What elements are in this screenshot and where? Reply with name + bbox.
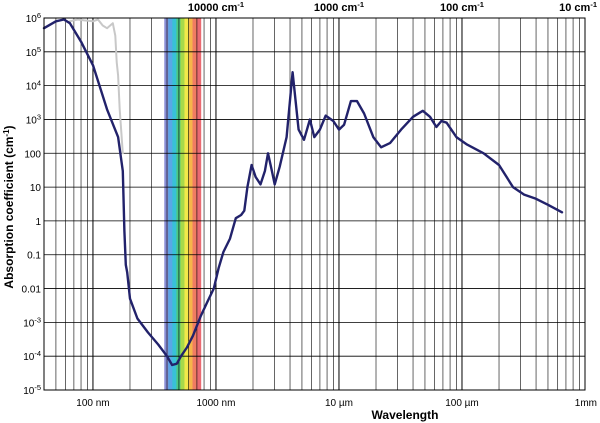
y-tick-label: 10 (30, 183, 42, 194)
y-tick-label: 10-5 (23, 383, 41, 397)
series-layer (42, 18, 564, 367)
x-tick-label: 1mm (575, 398, 597, 409)
plot-frame (43, 17, 586, 391)
wavenumber-tick-labels: 10000 cm-1 1000 cm-1 100 cm-1 10 cm-1 (188, 0, 597, 14)
y-tick-label: 1 (35, 217, 41, 228)
visible-band-stripe (168, 18, 173, 390)
y-axis-title: Absorption coefficient (cm-1) (2, 125, 16, 288)
visible-band-stripe (192, 18, 198, 390)
y-tick-label: 0.1 (27, 251, 41, 262)
y-tick-label: 10-3 (23, 315, 41, 329)
x-tick-label: 10 µm (325, 398, 353, 409)
visible-band-stripe (188, 18, 194, 390)
x-tick-label: 1000 nm (197, 398, 236, 409)
y-tick-label: 104 (26, 79, 41, 93)
y-tick-label: 0.01 (22, 285, 42, 296)
x-axis-title: Wavelength (372, 408, 439, 422)
y-tick-label: 100 (24, 149, 41, 160)
absorption-curve-secondary (68, 18, 124, 155)
y-tick-label: 105 (26, 45, 41, 59)
y-tick-label: 10-4 (23, 349, 41, 363)
wavenumber-tick-label: 10000 cm-1 (188, 0, 244, 14)
y-tick-label: 106 (26, 11, 41, 25)
visible-band-stripe (164, 18, 169, 390)
visible-band-stripe (184, 18, 190, 390)
visible-band-stripe (180, 18, 186, 390)
visible-spectrum-band (164, 18, 202, 390)
visible-band-stripe (196, 18, 202, 390)
y-tick-labels: 106 105 104 103 100 10 1 0.1 0.01 10-3 10-4 10-5 (22, 11, 42, 397)
wavenumber-tick-label: 100 cm-1 (440, 0, 484, 14)
wavenumber-tick-label: 10 cm-1 (559, 0, 597, 14)
visible-band-stripe (172, 18, 177, 390)
x-tick-label: 100 µm (445, 398, 479, 409)
x-tick-label: 100 nm (76, 398, 109, 409)
absorption-curve (42, 18, 564, 367)
x-tick-labels: 100 nm 1000 nm 10 µm 100 µm 1mm (76, 398, 597, 409)
wavenumber-tick-label: 1000 cm-1 (314, 0, 364, 14)
grid (43, 17, 586, 391)
y-tick-label: 103 (26, 112, 41, 126)
